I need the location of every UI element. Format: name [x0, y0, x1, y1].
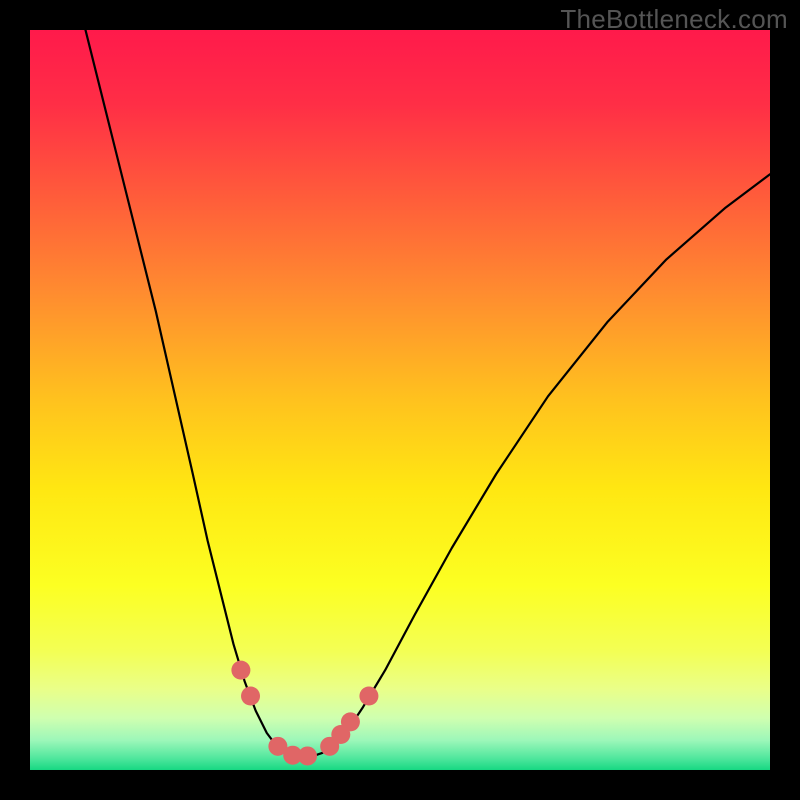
- data-marker: [341, 712, 360, 731]
- data-marker: [241, 687, 260, 706]
- data-marker: [231, 661, 250, 680]
- data-marker: [359, 687, 378, 706]
- data-marker: [298, 746, 317, 765]
- bottleneck-chart: [30, 30, 770, 770]
- chart-container: TheBottleneck.com: [0, 0, 800, 800]
- watermark-text: TheBottleneck.com: [560, 4, 788, 35]
- chart-background: [30, 30, 770, 770]
